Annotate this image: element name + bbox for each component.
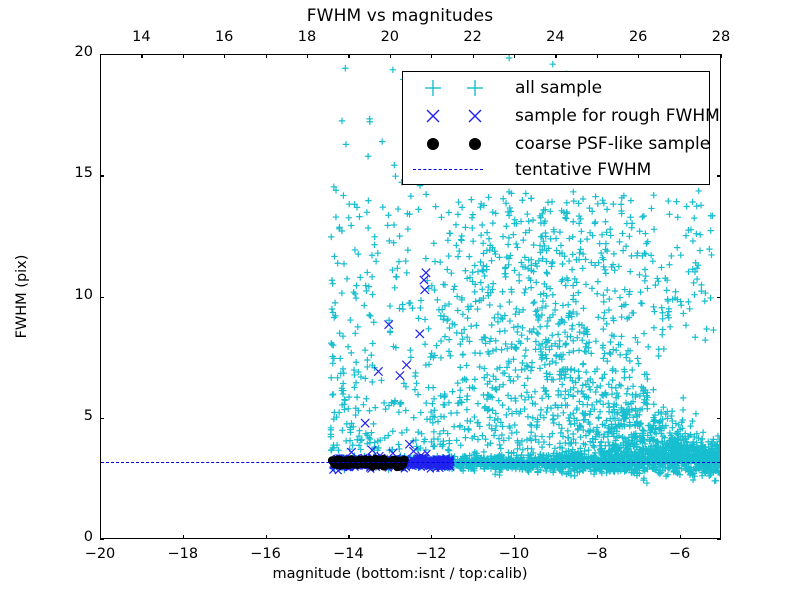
legend-item-all-sample: all sample — [403, 74, 709, 102]
axis-tick — [389, 54, 392, 58]
axis-tick — [348, 54, 350, 58]
axis-tick — [100, 535, 102, 539]
axis-tick — [717, 417, 721, 420]
tick-label: 16 — [214, 29, 234, 45]
tick-label: 18 — [297, 29, 317, 45]
legend-label: sample for rough FWHM — [515, 106, 720, 126]
axis-tick — [717, 296, 721, 298]
legend-label: coarse PSF-like sample — [515, 134, 711, 154]
axis-tick — [100, 54, 104, 56]
tick-label: 14 — [132, 29, 151, 45]
axis-tick — [514, 54, 516, 58]
cross-marker — [403, 102, 513, 130]
axis-tick — [100, 175, 104, 177]
plus-marker — [403, 74, 513, 102]
legend-item-coarse-psf: coarse PSF-like sample — [403, 130, 711, 158]
axis-tick — [638, 54, 640, 58]
tick-label: −14 — [333, 546, 364, 562]
axis-tick — [721, 54, 723, 58]
tick-label: 24 — [546, 29, 565, 45]
axis-tick — [431, 535, 433, 539]
tick-label: 10 — [74, 286, 93, 303]
axis-tick — [265, 535, 267, 539]
axis-tick — [182, 54, 185, 58]
x-axis-label: magnitude (bottom:isnt / top:calib) — [272, 566, 528, 582]
axis-tick — [679, 535, 681, 539]
axis-tick — [100, 54, 102, 58]
tick-label: 20 — [74, 44, 93, 60]
tick-label: −20 — [84, 546, 116, 562]
axis-tick — [100, 417, 104, 420]
axis-tick — [472, 54, 474, 58]
axis-tick — [679, 54, 681, 58]
dot-marker — [403, 130, 513, 158]
tick-label: 5 — [83, 407, 93, 424]
tick-label: −6 — [668, 546, 691, 562]
y-axis-label: FWHM (pix) — [14, 254, 30, 339]
axis-tick — [182, 535, 185, 539]
legend-label: all sample — [515, 78, 603, 98]
axis-tick — [265, 54, 267, 58]
legend-label: tentative FWHM — [515, 160, 652, 180]
axis-tick — [224, 54, 226, 58]
axis-tick — [596, 54, 599, 58]
axis-tick — [555, 54, 557, 58]
tick-label: 20 — [380, 29, 400, 45]
axis-tick — [596, 535, 599, 539]
tick-label: −8 — [586, 546, 608, 562]
chart-title: FWHM vs magnitudes — [306, 6, 494, 26]
axis-tick — [717, 539, 721, 541]
axis-tick — [431, 54, 433, 58]
tick-label: −12 — [415, 546, 447, 562]
tentative-fwhm-line — [101, 462, 720, 464]
tick-label: 0 — [83, 529, 93, 545]
tick-label: 26 — [628, 29, 648, 45]
axis-tick — [348, 535, 350, 539]
axis-tick — [514, 535, 516, 539]
axis-tick — [100, 296, 104, 298]
tick-label: 15 — [74, 165, 93, 182]
axis-tick — [717, 54, 721, 56]
legend-item-tentative-fwhm: tentative FWHM — [403, 156, 709, 184]
tick-label: −10 — [498, 546, 530, 562]
axis-tick — [100, 539, 104, 541]
tick-label: −18 — [167, 546, 199, 562]
axis-tick — [717, 175, 721, 177]
tick-label: −16 — [250, 546, 281, 562]
dashed-line — [403, 156, 513, 184]
tick-label: 22 — [463, 29, 482, 45]
axis-tick — [141, 54, 143, 58]
legend-box: all sample sample for rough FWHM coarse … — [402, 71, 720, 185]
tick-label: 28 — [711, 29, 731, 45]
legend-item-rough-fwhm: sample for rough FWHM — [403, 102, 720, 130]
axis-tick — [307, 54, 309, 58]
